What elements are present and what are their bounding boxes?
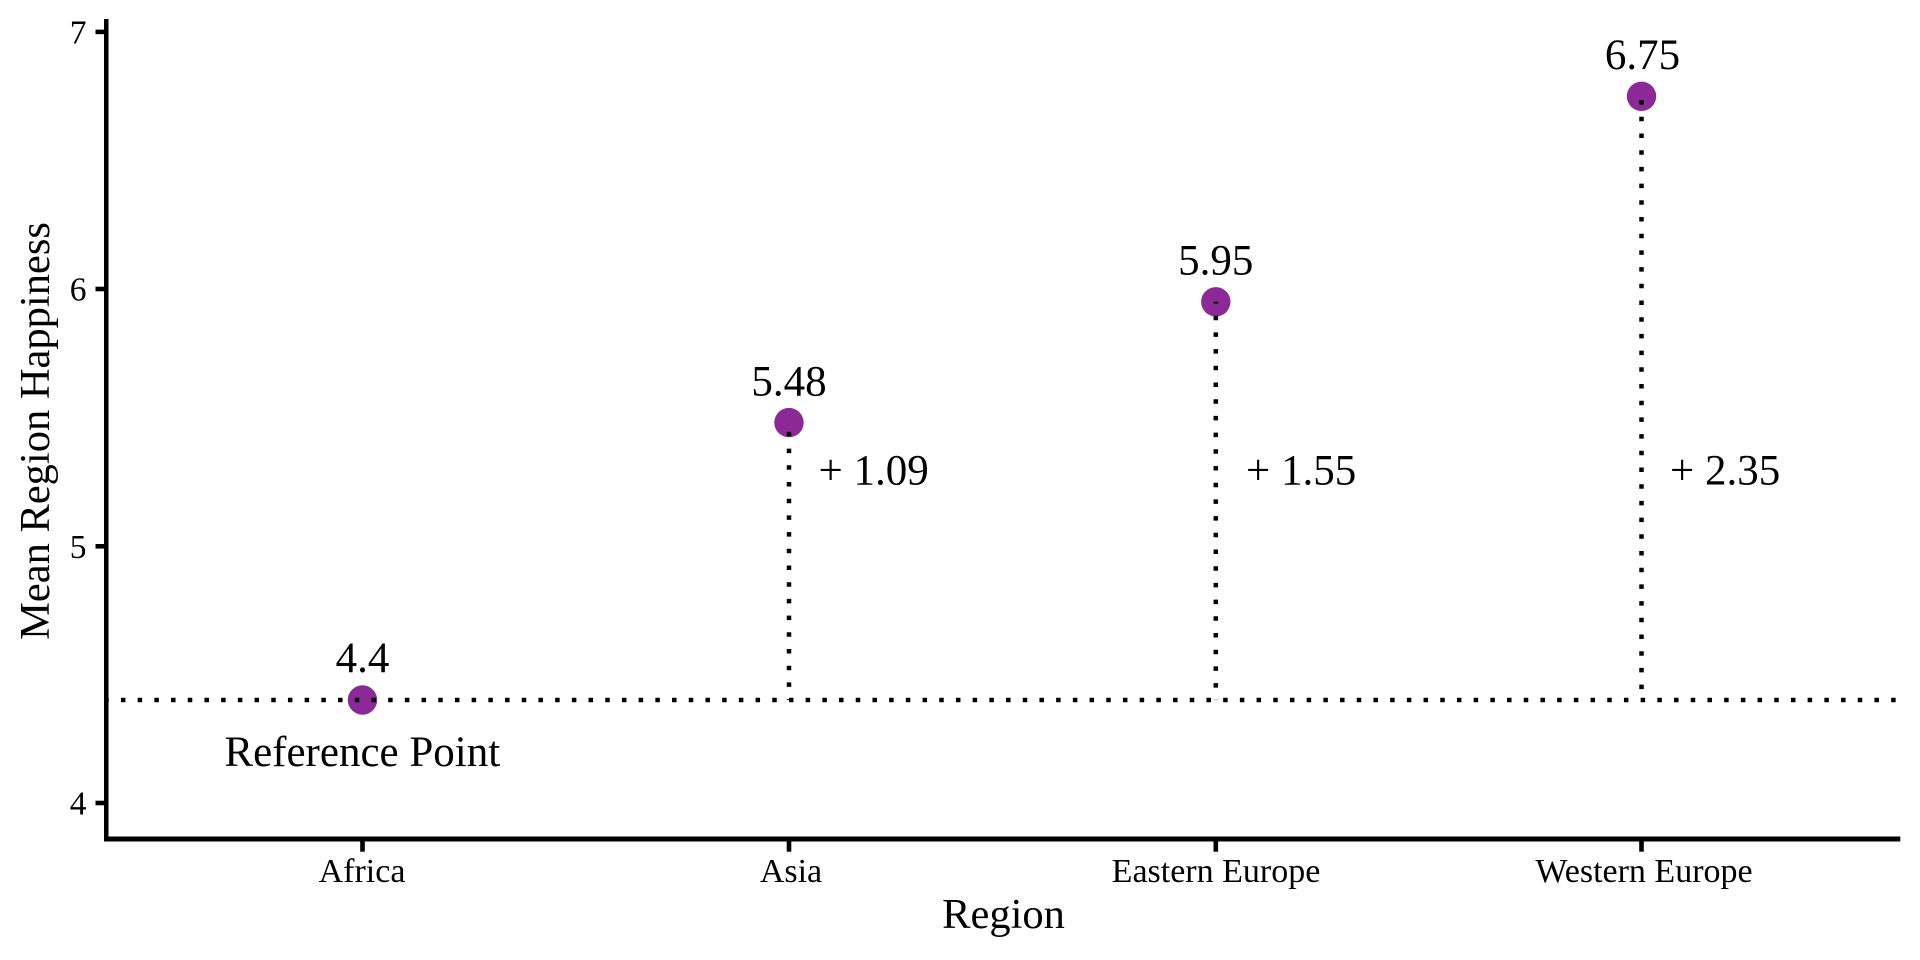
svg-text:Region: Region	[942, 891, 1065, 938]
svg-text:+ 2.35: + 2.35	[1670, 448, 1780, 495]
svg-text:+ 1.09: + 1.09	[819, 448, 929, 495]
svg-text:Mean Region Happiness: Mean Region Happiness	[12, 222, 59, 640]
svg-text:6.75: 6.75	[1605, 32, 1680, 79]
svg-text:4.4: 4.4	[336, 635, 390, 682]
svg-text:7: 7	[70, 14, 87, 51]
svg-text:Africa: Africa	[319, 853, 406, 890]
svg-text:5: 5	[70, 529, 87, 566]
svg-text:4: 4	[70, 786, 87, 823]
svg-text:6: 6	[70, 272, 87, 309]
svg-text:+ 1.55: + 1.55	[1246, 448, 1356, 495]
svg-text:Reference Point: Reference Point	[224, 729, 500, 776]
svg-text:5.95: 5.95	[1178, 238, 1253, 285]
svg-text:Asia: Asia	[760, 853, 822, 890]
svg-text:Eastern Europe: Eastern Europe	[1112, 853, 1321, 890]
svg-text:5.48: 5.48	[751, 359, 826, 406]
svg-text:Western Europe: Western Europe	[1535, 853, 1752, 890]
